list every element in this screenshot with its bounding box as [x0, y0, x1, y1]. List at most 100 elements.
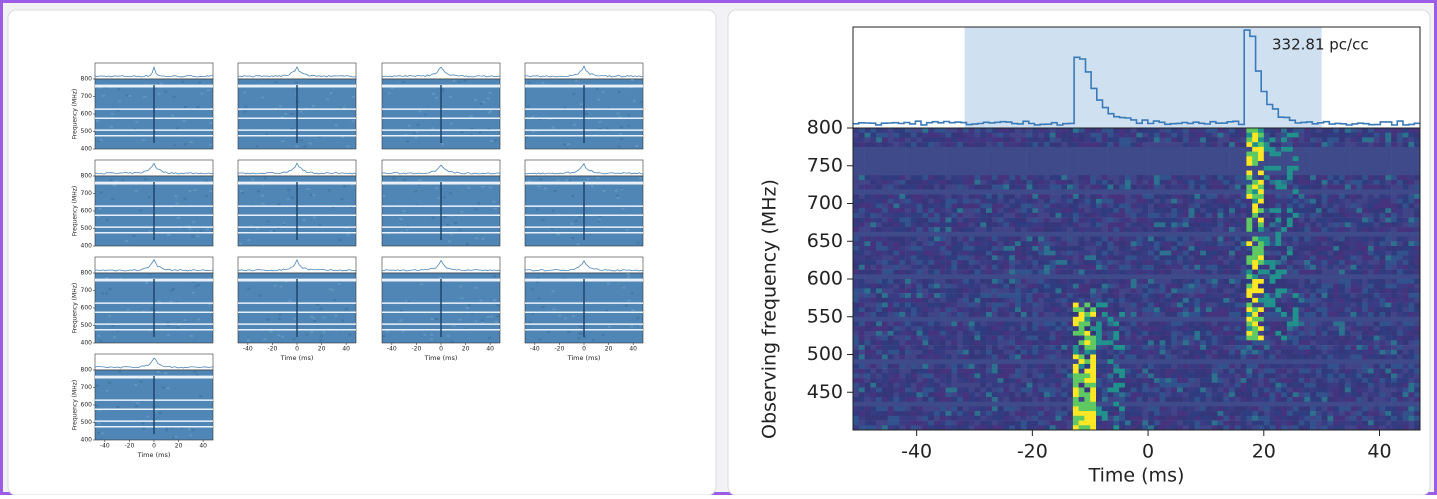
cell	[1299, 326, 1305, 331]
cell	[1333, 288, 1339, 293]
cell	[1021, 237, 1027, 242]
cell	[922, 326, 928, 331]
cell	[1073, 298, 1079, 303]
cell	[1137, 307, 1143, 312]
cell	[1356, 185, 1362, 190]
cell	[940, 222, 946, 227]
cell	[853, 274, 859, 279]
cell	[940, 293, 946, 298]
cell	[894, 270, 900, 275]
cell	[1160, 194, 1166, 199]
cell	[1084, 303, 1090, 308]
cell	[1333, 180, 1339, 185]
cell	[1009, 331, 1015, 336]
cell	[894, 189, 900, 194]
cell	[1125, 284, 1131, 289]
cell	[1027, 208, 1033, 213]
cell	[1212, 303, 1218, 308]
cell	[1131, 288, 1137, 293]
noise	[424, 334, 427, 336]
cell	[1310, 189, 1316, 194]
cell	[911, 204, 917, 209]
cell	[1160, 128, 1166, 133]
cell	[888, 241, 894, 246]
noise	[171, 114, 174, 116]
cell	[1021, 274, 1027, 279]
x-tick-label: -20	[125, 443, 135, 450]
cell	[1281, 307, 1287, 312]
cell	[1223, 208, 1229, 213]
cell	[1339, 194, 1345, 199]
cell	[1299, 213, 1305, 218]
cell	[1380, 171, 1386, 176]
cell	[1299, 171, 1305, 176]
cell	[1327, 317, 1333, 322]
x-tick-label: 20	[175, 443, 183, 450]
cell	[870, 218, 876, 223]
cell	[1084, 255, 1090, 260]
cell	[1079, 303, 1085, 308]
cell	[1148, 293, 1154, 298]
cell	[1310, 199, 1316, 204]
cell	[899, 326, 905, 331]
cell	[865, 303, 871, 308]
cell	[1131, 303, 1137, 308]
cell	[1391, 128, 1397, 133]
cell	[1310, 241, 1316, 246]
noise	[183, 198, 186, 200]
cell	[992, 133, 998, 138]
cell	[1171, 317, 1177, 322]
cell	[917, 237, 923, 242]
cell	[1403, 232, 1409, 237]
cell	[1009, 147, 1015, 152]
cell	[1385, 199, 1391, 204]
cell	[1241, 142, 1247, 147]
cell	[1345, 326, 1351, 331]
cell	[1084, 152, 1090, 157]
cell	[986, 204, 992, 209]
cell	[888, 137, 894, 142]
cell	[998, 293, 1004, 298]
cell	[888, 317, 894, 322]
cell	[1003, 288, 1009, 293]
cell	[1316, 251, 1322, 256]
cell	[928, 227, 934, 232]
cell	[1356, 322, 1362, 327]
cell	[1119, 265, 1125, 270]
cell	[1252, 208, 1258, 213]
cell	[1385, 152, 1391, 157]
cell	[888, 326, 894, 331]
cell	[1073, 307, 1079, 312]
cell	[1252, 270, 1258, 275]
noise	[527, 105, 530, 107]
cell	[1258, 237, 1264, 242]
cell	[1108, 232, 1114, 237]
cell	[1131, 180, 1137, 185]
cell	[1374, 298, 1380, 303]
noise	[101, 432, 104, 434]
cell	[1299, 218, 1305, 223]
cell	[1229, 175, 1235, 180]
cell	[1165, 128, 1171, 133]
cell	[1229, 208, 1235, 213]
cell	[1252, 279, 1258, 284]
cell	[1322, 194, 1328, 199]
cell	[1206, 218, 1212, 223]
cell	[1003, 133, 1009, 138]
cell	[969, 213, 975, 218]
cell	[1275, 312, 1281, 317]
cell	[1356, 232, 1362, 237]
cell	[1021, 137, 1027, 142]
cell	[1148, 260, 1154, 265]
cell	[922, 307, 928, 312]
cell	[998, 284, 1004, 289]
cell	[1102, 307, 1108, 312]
cell	[1079, 175, 1085, 180]
cell	[963, 265, 969, 270]
cell	[1246, 227, 1252, 232]
cell	[1374, 180, 1380, 185]
cell	[917, 222, 923, 227]
noise	[281, 141, 284, 143]
noise	[441, 143, 444, 145]
cell	[1160, 260, 1166, 265]
